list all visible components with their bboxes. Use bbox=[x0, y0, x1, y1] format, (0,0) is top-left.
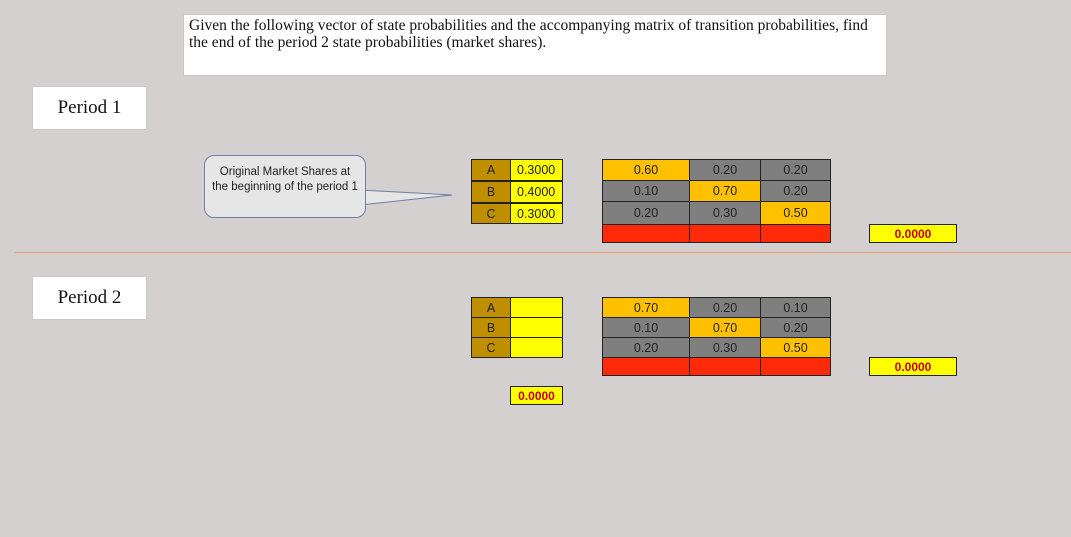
p1-matrix-cell[interactable]: 0.20 bbox=[689, 159, 761, 181]
p1-result-cell[interactable] bbox=[602, 224, 690, 243]
p2-matrix-cell[interactable]: 0.10 bbox=[760, 297, 831, 318]
state-label-a: A bbox=[471, 159, 511, 181]
p2-result-cell[interactable] bbox=[760, 357, 831, 376]
instructions-text: Given the following vector of state prob… bbox=[183, 14, 887, 76]
p1-matrix-cell[interactable]: 0.20 bbox=[760, 159, 831, 181]
callout-pointer bbox=[360, 189, 453, 206]
p1-prob-b[interactable]: 0.4000 bbox=[510, 181, 563, 203]
state-label-b: B bbox=[471, 317, 511, 338]
p2-prob-c[interactable] bbox=[510, 337, 563, 358]
callout-original-market-shares: Original Market Shares at the beginning … bbox=[204, 155, 366, 218]
p2-matrix-cell[interactable]: 0.70 bbox=[689, 317, 761, 338]
p2-total[interactable]: 0.0000 bbox=[869, 357, 957, 376]
p1-matrix-cell[interactable]: 0.50 bbox=[760, 201, 831, 225]
p2-matrix-cell[interactable]: 0.20 bbox=[602, 337, 690, 358]
p2-matrix-cell[interactable]: 0.20 bbox=[689, 297, 761, 318]
state-label-a: A bbox=[471, 297, 511, 318]
p1-matrix-cell[interactable]: 0.20 bbox=[602, 201, 690, 225]
p1-prob-c[interactable]: 0.3000 bbox=[510, 203, 563, 224]
p2-matrix-cell[interactable]: 0.50 bbox=[760, 337, 831, 358]
period-divider bbox=[14, 252, 1071, 253]
p2-matrix-cell[interactable]: 0.10 bbox=[602, 317, 690, 338]
p1-result-cell[interactable] bbox=[689, 224, 761, 243]
p1-prob-a[interactable]: 0.3000 bbox=[510, 159, 563, 181]
p1-matrix-cell[interactable]: 0.30 bbox=[689, 201, 761, 225]
p1-total[interactable]: 0.0000 bbox=[869, 224, 957, 243]
state-label-c: C bbox=[471, 337, 511, 358]
p2-matrix-cell[interactable]: 0.70 bbox=[602, 297, 690, 318]
p1-matrix-cell[interactable]: 0.20 bbox=[760, 180, 831, 202]
p2-prob-b[interactable] bbox=[510, 317, 563, 338]
p2-probabilities-total[interactable]: 0.0000 bbox=[510, 386, 563, 405]
p1-matrix-cell[interactable]: 0.60 bbox=[602, 159, 690, 181]
p1-result-cell[interactable] bbox=[760, 224, 831, 243]
period-2-label: Period 2 bbox=[32, 276, 147, 320]
p2-matrix-cell[interactable]: 0.20 bbox=[760, 317, 831, 338]
p1-matrix-cell[interactable]: 0.70 bbox=[689, 180, 761, 202]
p1-matrix-cell[interactable]: 0.10 bbox=[602, 180, 690, 202]
p2-result-cell[interactable] bbox=[689, 357, 761, 376]
p2-prob-a[interactable] bbox=[510, 297, 563, 318]
state-label-b: B bbox=[471, 181, 511, 203]
period-1-label: Period 1 bbox=[32, 86, 147, 130]
p2-result-cell[interactable] bbox=[602, 357, 690, 376]
p2-matrix-cell[interactable]: 0.30 bbox=[689, 337, 761, 358]
state-label-c: C bbox=[471, 203, 511, 224]
